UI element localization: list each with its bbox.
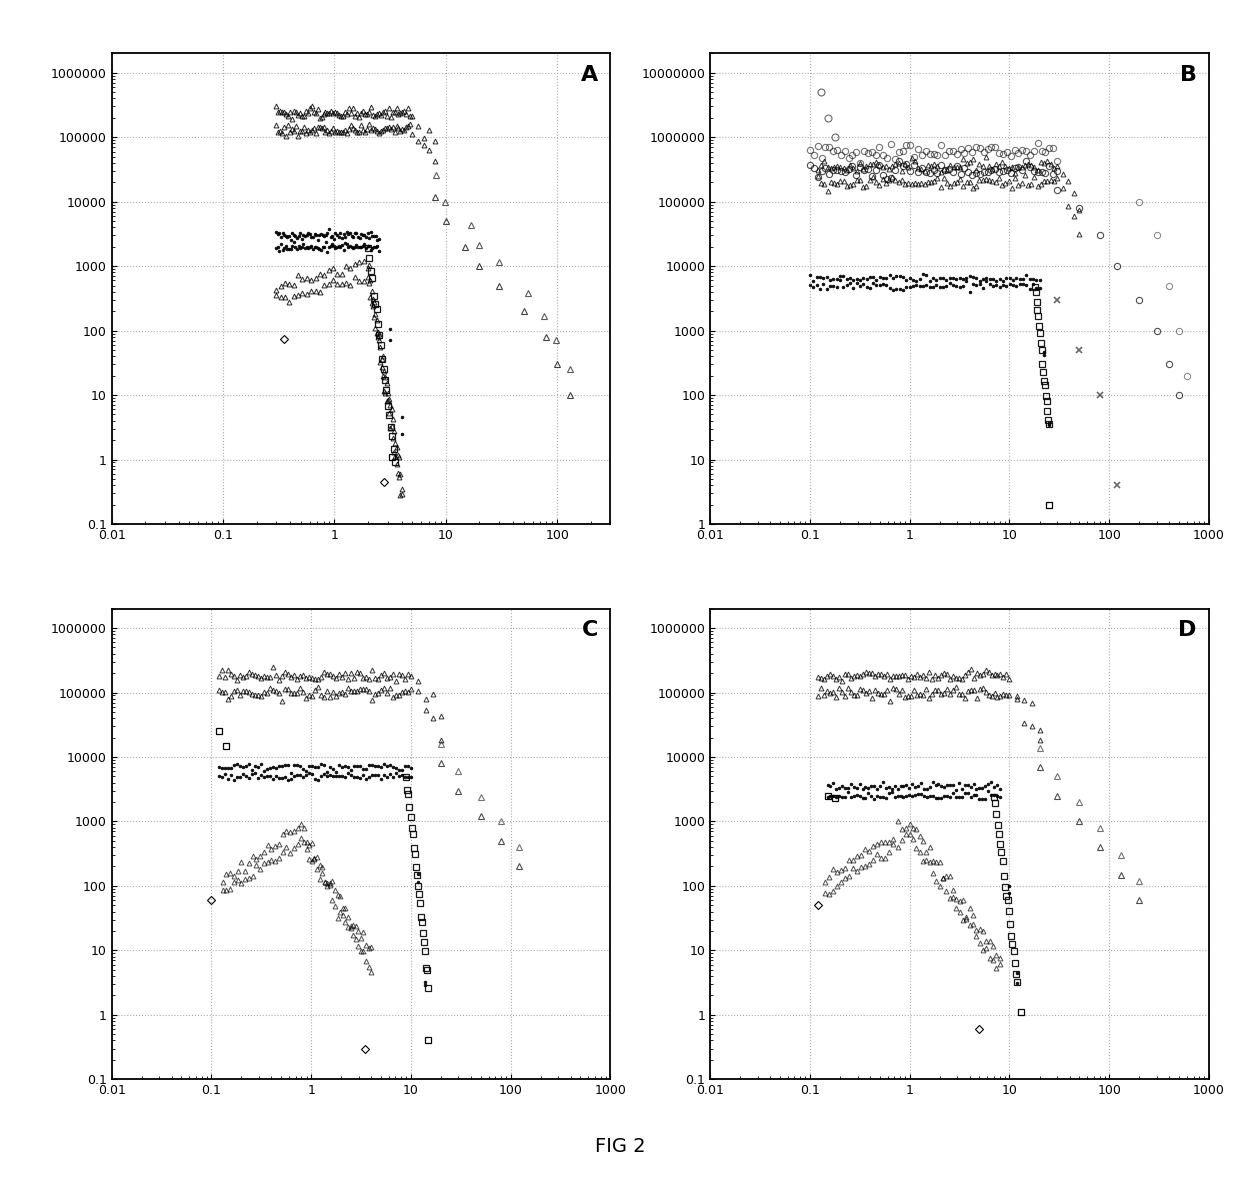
Text: D: D (1178, 620, 1197, 640)
Text: A: A (580, 65, 598, 85)
Text: B: B (1179, 65, 1197, 85)
Text: FIG 2: FIG 2 (595, 1137, 645, 1156)
Text: C: C (582, 620, 598, 640)
